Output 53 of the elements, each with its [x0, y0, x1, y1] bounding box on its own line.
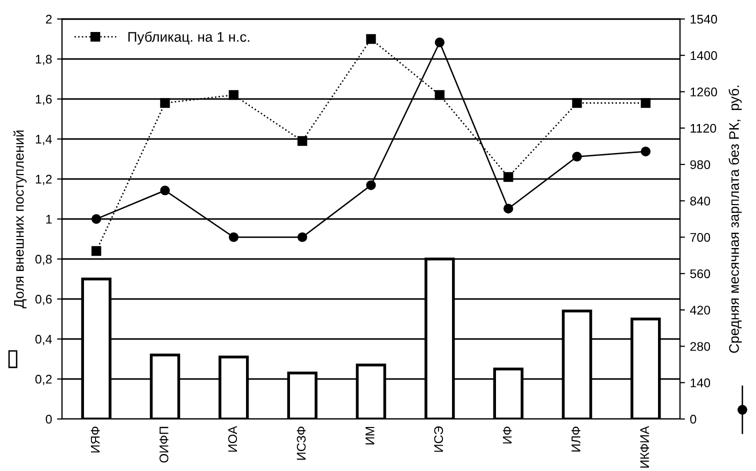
x-tick-label: ИЯФ [90, 426, 100, 452]
x-tick-label: ИМ [366, 426, 374, 444]
y-tick-label: 2 [46, 14, 52, 24]
y2-tick-label: 1120 [690, 124, 716, 133]
x-tick-label: ИОА [228, 426, 238, 452]
y2-tick-label: 1260 [690, 88, 718, 96]
point [297, 136, 308, 146]
point [434, 38, 445, 48]
y-tick-label: 1 [46, 214, 52, 224]
y2-tick-label: 560 [690, 269, 710, 278]
x-tick-label: ИЛФ [572, 426, 580, 452]
y-tick-label: 1,4 [36, 134, 52, 146]
point [228, 90, 239, 100]
legend-label: Публикац. на 1 н.с. [128, 32, 250, 45]
y-axis-title: Доля внешних поступлений [13, 130, 27, 308]
point [91, 214, 102, 224]
y2-tick-label: 140 [690, 378, 710, 388]
y-tick-label: 0,4 [35, 334, 52, 346]
y-tick-label: 0 [46, 414, 52, 424]
point [640, 146, 651, 156]
y2-tick-label: 0 [690, 414, 696, 424]
y2-tick-label: 420 [690, 306, 710, 315]
y-tick-label: 0,6 [35, 294, 52, 306]
x-tick-label: ИСЭ [434, 426, 444, 452]
point [160, 186, 170, 196]
point [297, 232, 308, 242]
y-tick-label: 0,8 [35, 254, 52, 266]
y2-tick-label: 700 [690, 232, 710, 242]
y2-tick-label: 980 [690, 160, 710, 170]
y2-tick-label: 1540 [690, 14, 718, 24]
x-tick-label: ОИФП [160, 426, 168, 463]
x-tick-label: ИКФИА [640, 426, 649, 468]
point [640, 98, 651, 108]
point [228, 232, 239, 242]
point [160, 98, 170, 108]
y-tick-label: 1,8 [36, 54, 52, 66]
y-tick-label: 1,6 [36, 94, 52, 106]
y2-tick-label: 1400 [690, 51, 718, 60]
point [366, 180, 376, 190]
point [572, 152, 582, 162]
point [503, 172, 514, 182]
x-tick-label: ИФ [502, 426, 512, 444]
y-tick-label: 1,2 [36, 174, 52, 186]
y2-axis-title: Средняя месячная зарплата без РК, руб. [728, 86, 742, 353]
point [503, 204, 514, 214]
y2-tick-label: 840 [690, 196, 710, 206]
x-tick-label: ИСЗФ [296, 426, 306, 460]
y-tick-label: 0,2 [35, 374, 52, 386]
point [572, 98, 582, 108]
point [366, 34, 376, 44]
point [91, 246, 102, 256]
point [434, 90, 445, 100]
y2-tick-label: 280 [690, 342, 710, 351]
